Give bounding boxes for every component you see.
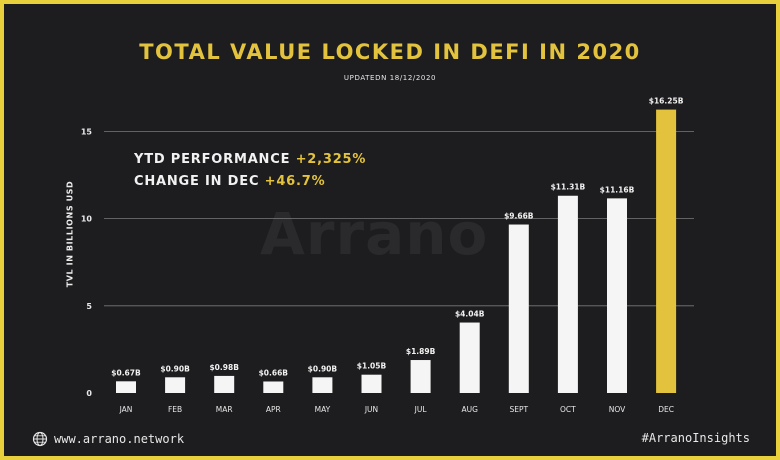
bar bbox=[116, 381, 136, 393]
watermark: Arrano bbox=[260, 200, 489, 268]
bar bbox=[361, 374, 382, 393]
y-tick-label: 5 bbox=[86, 302, 92, 311]
globe-icon bbox=[32, 431, 48, 447]
x-tick-label: DEC bbox=[658, 405, 674, 414]
bar-chart: 0 5 10 15 $0.67B JAN $0.90B FEB $0.98B MAR $0.66B A… bbox=[81, 97, 694, 414]
x-tick-label: JAN bbox=[119, 405, 133, 414]
x-tick-label: SEPT bbox=[509, 405, 528, 414]
footer-hashtag: #ArranoInsights bbox=[641, 431, 750, 445]
dec-label: CHANGE IN DEC bbox=[134, 174, 260, 189]
website-text[interactable]: www.arrano.network bbox=[54, 432, 185, 446]
data-label: $0.98B bbox=[209, 363, 239, 372]
x-tick-label: JUL bbox=[414, 405, 428, 414]
data-label: $0.67B bbox=[111, 368, 141, 377]
chart-subtitle: UPDATEDN 18/12/2020 bbox=[343, 74, 437, 82]
y-tick-label: 10 bbox=[81, 215, 93, 224]
y-tick-label: 15 bbox=[81, 127, 93, 136]
bar bbox=[410, 360, 431, 393]
x-tick-label: MAR bbox=[216, 405, 233, 414]
bar bbox=[312, 377, 333, 393]
data-label: $4.04B bbox=[455, 310, 485, 319]
ytd-label: YTD PERFORMANCE bbox=[134, 152, 291, 167]
bar bbox=[459, 322, 480, 393]
data-label: $1.05B bbox=[357, 362, 387, 371]
data-label: $11.16B bbox=[600, 185, 635, 194]
footer-website[interactable]: www.arrano.network bbox=[32, 431, 184, 447]
bar bbox=[508, 224, 529, 393]
data-label: $0.90B bbox=[160, 364, 190, 373]
dec-change: CHANGE IN DEC +46.7% bbox=[134, 171, 366, 193]
x-tick-label: JUN bbox=[364, 405, 378, 414]
bar bbox=[656, 109, 677, 394]
ytd-value: +2,325% bbox=[295, 152, 367, 167]
x-tick-label: MAY bbox=[315, 405, 331, 414]
data-label: $0.90B bbox=[308, 364, 338, 373]
data-label: $11.31B bbox=[551, 183, 586, 192]
dec-value: +46.7% bbox=[264, 174, 326, 189]
data-label: $9.66B bbox=[504, 212, 534, 221]
y-tick-label: 0 bbox=[86, 389, 92, 398]
x-tick-label: AUG bbox=[461, 405, 478, 414]
bar bbox=[557, 195, 578, 393]
bar bbox=[165, 377, 186, 393]
x-tick-label: NOV bbox=[609, 405, 626, 414]
data-label: $0.66B bbox=[259, 368, 289, 377]
bar bbox=[214, 375, 235, 393]
chart-title: TOTAL VALUE LOCKED IN DEFI IN 2020 bbox=[139, 40, 641, 64]
data-label: $16.25B bbox=[649, 97, 684, 106]
bar bbox=[263, 381, 284, 393]
chart-frame: Arrano TOTAL VALUE LOCKED IN DEFI IN 202… bbox=[4, 4, 776, 456]
x-tick-label: APR bbox=[266, 405, 281, 414]
x-tick-label: OCT bbox=[560, 405, 576, 414]
performance-box: YTD PERFORMANCE +2,325% CHANGE IN DEC +4… bbox=[134, 149, 366, 193]
data-label: $1.89B bbox=[406, 347, 436, 356]
ytd-performance: YTD PERFORMANCE +2,325% bbox=[134, 149, 366, 171]
x-tick-label: FEB bbox=[168, 405, 182, 414]
bar bbox=[607, 198, 627, 393]
